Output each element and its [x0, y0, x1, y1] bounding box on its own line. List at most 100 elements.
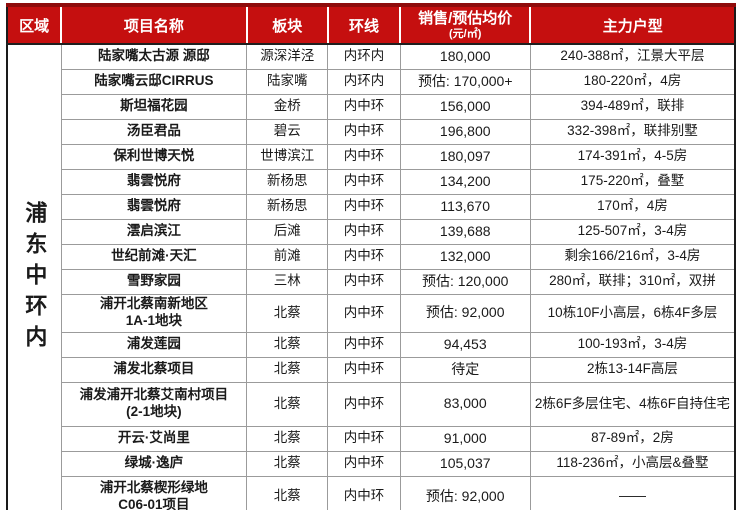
- table-row: 世纪前滩·天汇 前滩 内中环 132,000 剩余166/216㎡，3-4房: [7, 243, 736, 270]
- price-cell: 预估: 120,000: [399, 268, 531, 295]
- table-row: 雪野家园 三林 内中环 预估: 120,000 280㎡，联排；310㎡，双拼: [7, 268, 736, 295]
- unit-types-cell: 170㎡，4房: [529, 193, 736, 220]
- district-cell: 北蔡: [246, 425, 329, 452]
- unit-types-cell: 10栋10F小高层，6栋4F多层: [529, 293, 736, 333]
- project-name-cell: 浦发北蔡项目: [60, 356, 248, 383]
- district-cell: 三林: [246, 268, 329, 295]
- col-header-price: 销售/预估均价 (元/㎡): [399, 3, 531, 45]
- unit-types-cell: 180-220㎡，4房: [529, 68, 736, 95]
- unit-types-cell: 332-398㎡，联排别墅: [529, 118, 736, 145]
- ring-cell: 内中环: [327, 475, 401, 510]
- ring-cell: 内中环: [327, 168, 401, 195]
- unit-types-cell: 280㎡，联排；310㎡，双拼: [529, 268, 736, 295]
- project-name-cell: 汤臣君品: [60, 118, 248, 145]
- header-row: 区域 项目名称 板块 环线 销售/预估均价 (元/㎡) 主力户型: [7, 3, 735, 45]
- district-cell: 前滩: [246, 243, 329, 270]
- table-row: 开云·艾尚里 北蔡 内中环 91,000 87-89㎡，2房: [7, 425, 736, 452]
- table-row: 澐启滨江 后滩 内中环 139,688 125-507㎡，3-4房: [7, 218, 736, 245]
- unit-types-cell: 394-489㎡，联排: [529, 93, 736, 120]
- price-cell: 预估: 92,000: [399, 475, 531, 510]
- unit-types-cell: 剩余166/216㎡，3-4房: [529, 243, 736, 270]
- region-label: 浦东中环内: [22, 200, 48, 356]
- project-name-cell: 浦发莲园: [60, 331, 248, 358]
- col-header-district: 板块: [245, 3, 328, 45]
- project-name-cell: 斯坦福花园: [60, 93, 248, 120]
- district-cell: 金桥: [246, 93, 329, 120]
- ring-cell: 内中环: [327, 331, 401, 358]
- district-cell: 北蔡: [246, 356, 329, 383]
- table-row: 浦开北蔡楔形绿地 C06-01项目 北蔡 内中环 预估: 92,000 ——: [7, 475, 736, 510]
- unit-types-cell: 118-236㎡，小高层&叠墅: [529, 450, 736, 477]
- table-row: 浦发浦开北蔡艾南村项目 (2-1地块) 北蔡 内中环 83,000 2栋6F多层住宅、4…: [7, 381, 736, 427]
- table-row: 浦发莲园 北蔡 内中环 94,453 100-193㎡，3-4房: [7, 331, 736, 358]
- projects-table: 区域 项目名称 板块 环线 销售/预估均价 (元/㎡) 主力户型 浦东中环内 陆家…: [6, 3, 736, 510]
- unit-types-cell: 125-507㎡，3-4房: [529, 218, 736, 245]
- price-cell: 134,200: [399, 168, 531, 195]
- ring-cell: 内中环: [327, 118, 401, 145]
- price-cell: 156,000: [399, 93, 531, 120]
- price-cell: 139,688: [399, 218, 531, 245]
- table-row: 绿城·逸庐 北蔡 内中环 105,037 118-236㎡，小高层&叠墅: [7, 450, 736, 477]
- table-row: 保利世博天悦 世博滨江 内中环 180,097 174-391㎡，4-5房: [7, 143, 736, 170]
- district-cell: 世博滨江: [246, 143, 329, 170]
- table-row: 浦发北蔡项目 北蔡 内中环 待定 2栋13-14F高层: [7, 356, 736, 383]
- price-cell: 180,097: [399, 143, 531, 170]
- project-name-cell: 翡雲悦府: [60, 168, 248, 195]
- district-cell: 碧云: [246, 118, 329, 145]
- ring-cell: 内中环: [327, 218, 401, 245]
- table-row: 翡雲悦府 新杨思 内中环 113,670 170㎡，4房: [7, 193, 736, 220]
- ring-cell: 内环内: [327, 68, 401, 95]
- col-header-unit-types: 主力户型: [529, 3, 735, 45]
- ring-cell: 内中环: [327, 356, 401, 383]
- district-cell: 源深洋泾: [246, 43, 329, 70]
- col-header-project-name: 项目名称: [60, 3, 247, 45]
- col-header-region: 区域: [7, 3, 62, 45]
- ring-cell: 内中环: [327, 381, 401, 427]
- unit-types-cell: 175-220㎡，叠墅: [529, 168, 736, 195]
- ring-cell: 内中环: [327, 293, 401, 333]
- project-name-cell: 雪野家园: [60, 268, 248, 295]
- project-name-cell: 保利世博天悦: [60, 143, 248, 170]
- project-name-cell: 开云·艾尚里: [60, 425, 248, 452]
- district-cell: 新杨思: [246, 193, 329, 220]
- price-cell: 预估: 92,000: [399, 293, 531, 333]
- table-row: 翡雲悦府 新杨思 内中环 134,200 175-220㎡，叠墅: [7, 168, 736, 195]
- price-cell: 预估: 170,000+: [399, 68, 531, 95]
- region-cell: 浦东中环内: [6, 43, 62, 510]
- district-cell: 新杨思: [246, 168, 329, 195]
- table-row: 汤臣君品 碧云 内中环 196,800 332-398㎡，联排别墅: [7, 118, 736, 145]
- ring-cell: 内中环: [327, 268, 401, 295]
- ring-cell: 内中环: [327, 143, 401, 170]
- project-name-cell: 绿城·逸庐: [60, 450, 248, 477]
- ring-cell: 内中环: [327, 193, 401, 220]
- ring-cell: 内环内: [327, 43, 401, 70]
- ring-cell: 内中环: [327, 425, 401, 452]
- price-cell: 105,037: [399, 450, 531, 477]
- project-name-cell: 世纪前滩·天汇: [60, 243, 248, 270]
- ring-cell: 内中环: [327, 93, 401, 120]
- price-cell: 91,000: [399, 425, 531, 452]
- district-cell: 后滩: [246, 218, 329, 245]
- project-name-cell: 浦开北蔡楔形绿地 C06-01项目: [60, 475, 248, 510]
- col-header-price-unit: (元/㎡): [449, 27, 482, 40]
- table-row: 浦开北蔡南新地区 1A-1地块 北蔡 内中环 预估: 92,000 10栋10F小高层，…: [7, 293, 736, 333]
- price-cell: 132,000: [399, 243, 531, 270]
- district-cell: 北蔡: [246, 293, 329, 333]
- district-cell: 北蔡: [246, 475, 329, 510]
- project-name-cell: 陆家嘴太古源 源邸: [60, 43, 248, 70]
- table-row: 陆家嘴云邸CIRRUS 陆家嘴 内环内 预估: 170,000+ 180-220㎡，4房: [7, 68, 736, 95]
- unit-types-cell: 174-391㎡，4-5房: [529, 143, 736, 170]
- col-header-ring: 环线: [326, 3, 401, 45]
- project-name-cell: 澐启滨江: [60, 218, 248, 245]
- district-cell: 北蔡: [246, 381, 329, 427]
- district-cell: 陆家嘴: [246, 68, 329, 95]
- unit-types-cell: ——: [529, 475, 736, 510]
- project-name-cell: 陆家嘴云邸CIRRUS: [60, 68, 248, 95]
- price-cell: 83,000: [399, 381, 531, 427]
- district-cell: 北蔡: [246, 450, 329, 477]
- price-cell: 196,800: [399, 118, 531, 145]
- table-row: 浦东中环内 陆家嘴太古源 源邸 源深洋泾 内环内 180,000 240-388㎡，江景大…: [6, 43, 736, 510]
- price-cell: 113,670: [399, 193, 531, 220]
- district-cell: 北蔡: [246, 331, 329, 358]
